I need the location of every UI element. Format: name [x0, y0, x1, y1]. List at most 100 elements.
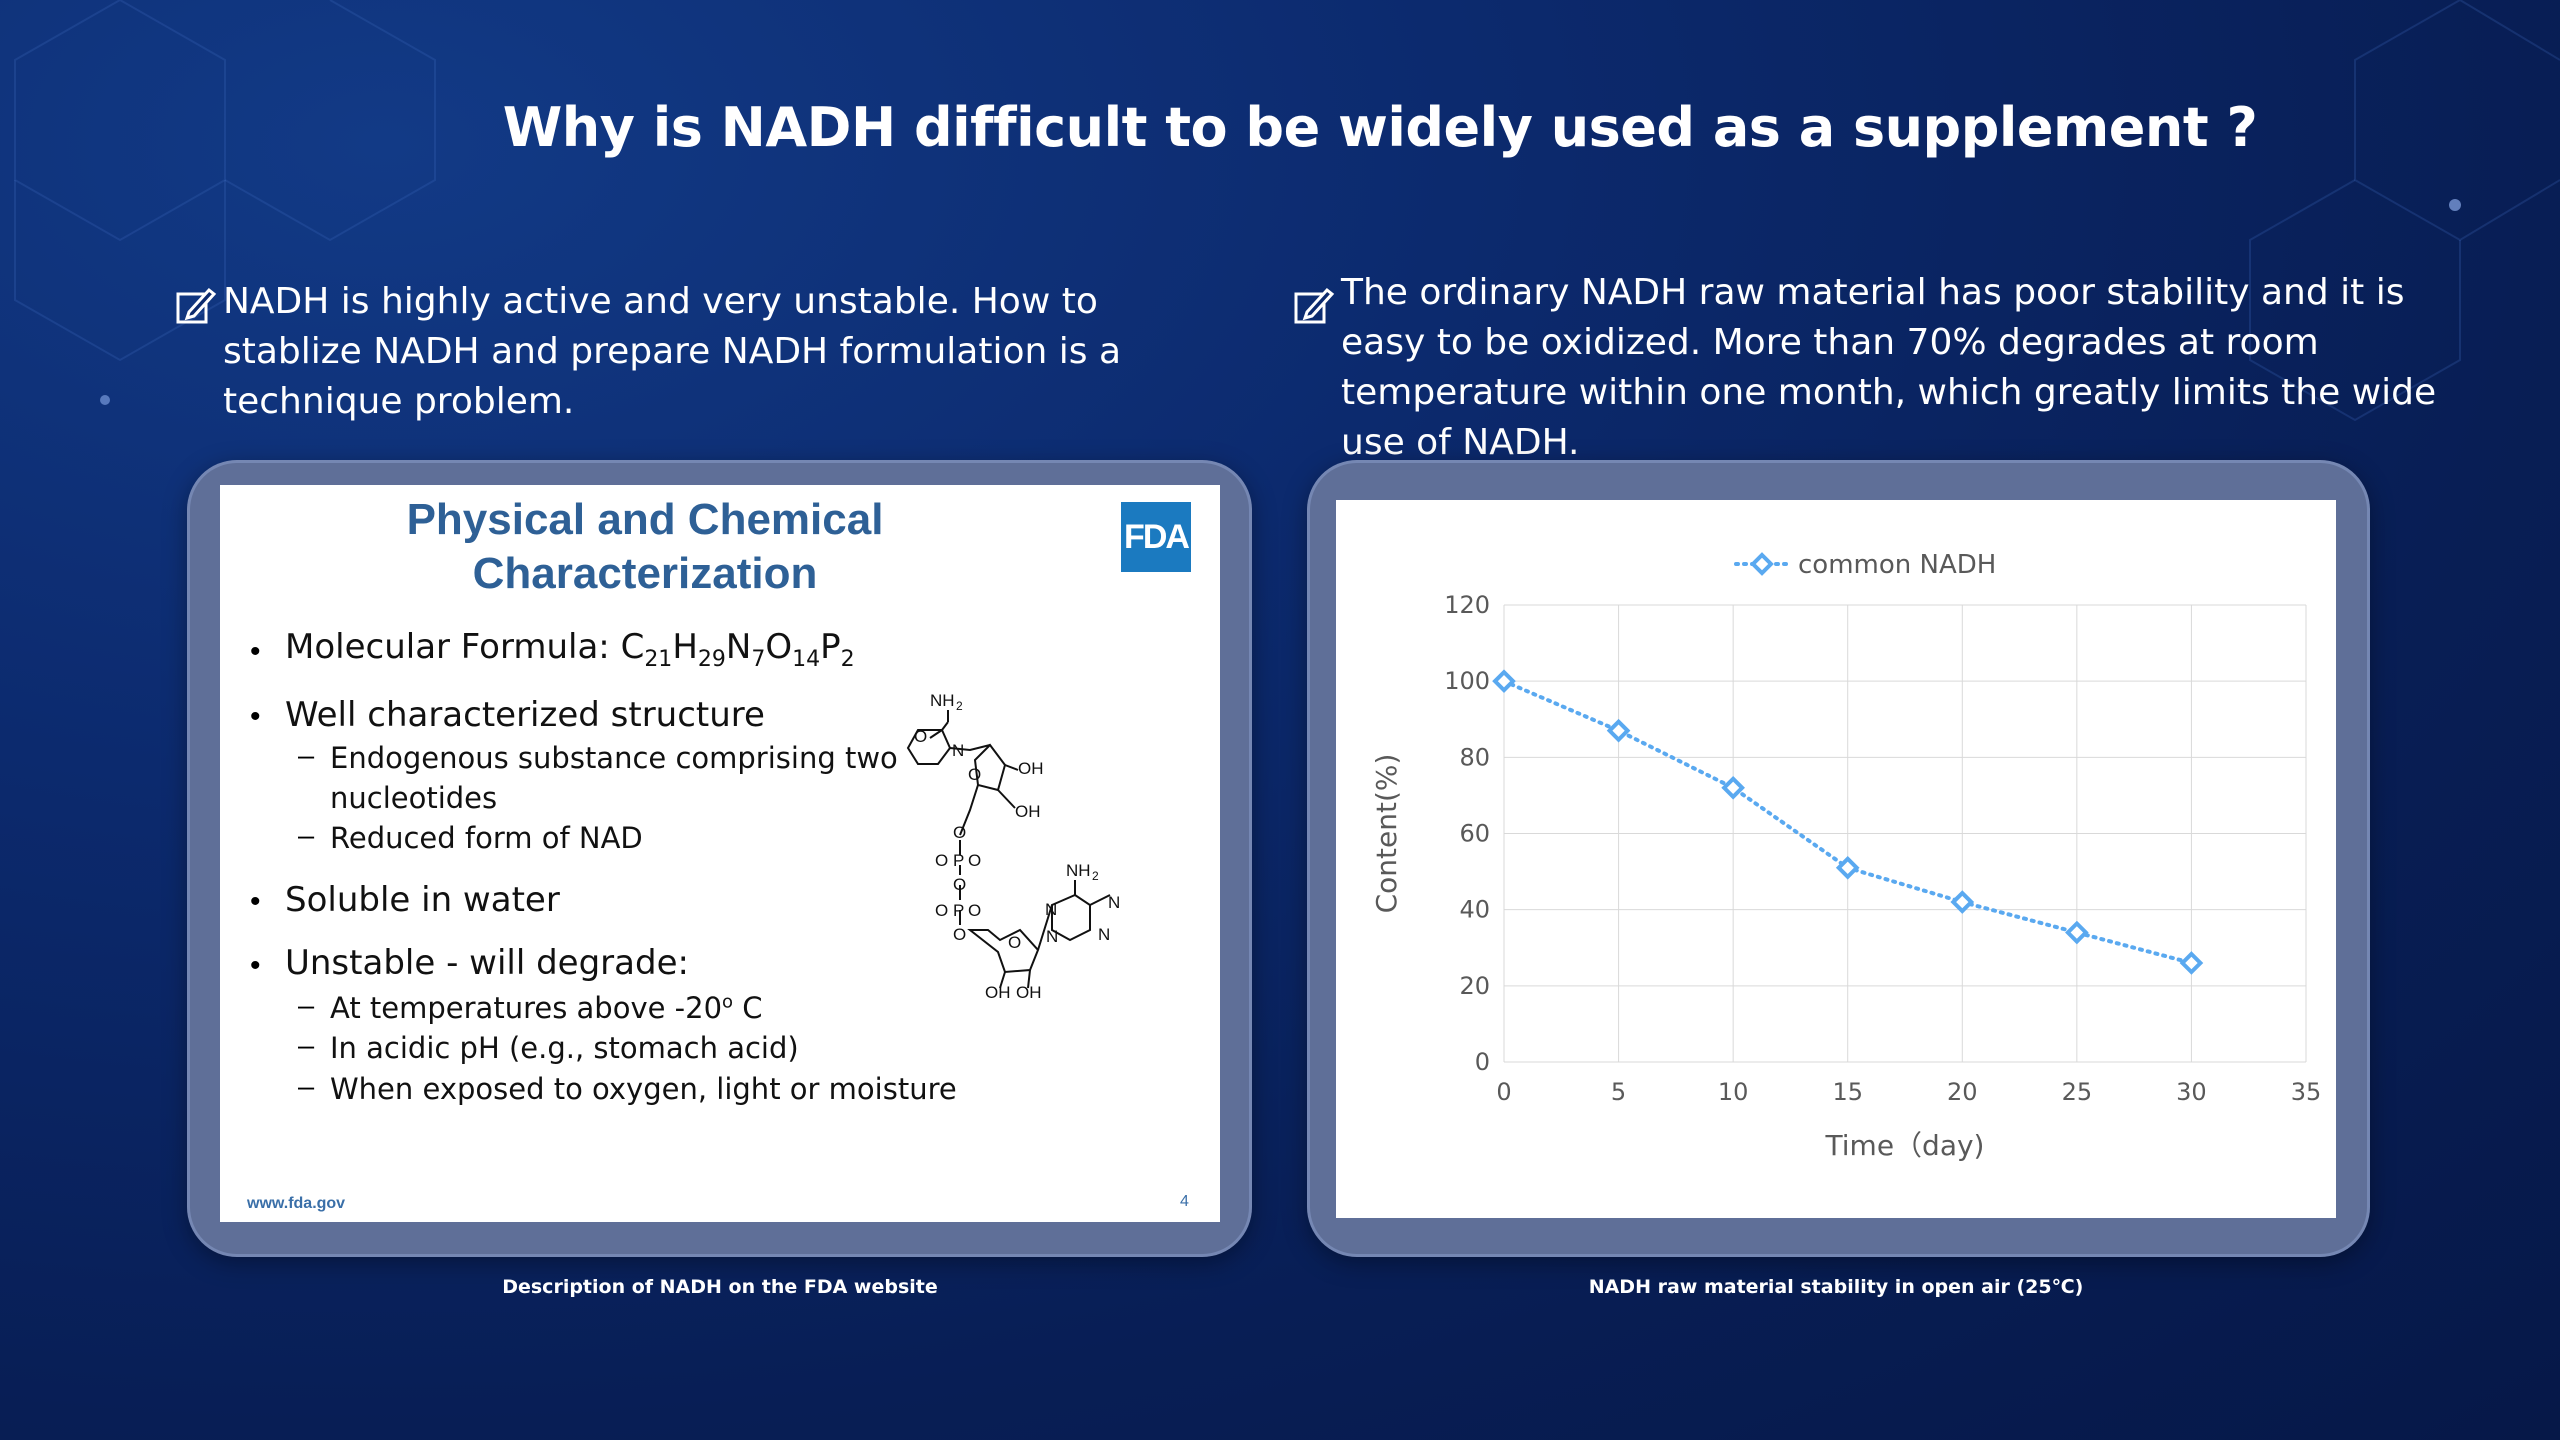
- y-tick-label: 80: [1459, 743, 1490, 771]
- n-label: N: [1098, 925, 1110, 944]
- y-tick-label: 20: [1459, 972, 1490, 1000]
- n-label: N: [1108, 893, 1120, 912]
- x-tick-label: 20: [1947, 1078, 1978, 1106]
- o-label: O: [968, 765, 981, 784]
- o-label: O: [953, 925, 966, 944]
- fda-slide-image: Physical and Chemical Characterization F…: [220, 485, 1220, 1222]
- nh2-subscript: 2: [1092, 869, 1099, 883]
- formula-p-count: 2: [840, 646, 855, 672]
- bullet-left-text: NADH is highly active and very unstable.…: [223, 281, 1122, 422]
- bullet-dot: •: [250, 700, 261, 733]
- x-tick-label: 30: [2176, 1078, 2207, 1106]
- data-point: [2179, 951, 2204, 975]
- data-point: [1492, 669, 1516, 693]
- y-tick-label: 100: [1444, 667, 1490, 695]
- o-label: O: [953, 823, 966, 842]
- legend-marker: [1750, 552, 1774, 576]
- o-label: O: [968, 851, 981, 870]
- o-label: O: [914, 727, 927, 746]
- formula-c-count: 21: [644, 646, 673, 672]
- o-label: O: [1008, 933, 1021, 952]
- o-label: O: [935, 851, 948, 870]
- soluble-item: Soluble in water: [285, 880, 560, 920]
- degree-sup: o: [722, 991, 734, 1013]
- y-tick-label: 40: [1459, 896, 1490, 924]
- oh-label: OH: [1015, 802, 1041, 821]
- p-label: P: [953, 901, 964, 920]
- formula-h-count: 29: [697, 646, 726, 672]
- y-axis-label: Content(%): [1370, 754, 1403, 914]
- bullet-dot: •: [250, 949, 261, 982]
- data-point: [1721, 775, 1745, 800]
- fda-website-footer: www.fda.gov: [247, 1195, 346, 1212]
- nh2-subscript: 2: [956, 699, 963, 713]
- unstable-item: Unstable - will degrade:: [285, 943, 689, 983]
- formula-c: C: [620, 627, 645, 667]
- formula-h: H: [672, 627, 698, 667]
- edit-checkbox-icon: [1294, 287, 1335, 324]
- molecular-formula: Molecular Formula: C21H29N7O14P2: [285, 627, 855, 672]
- page-title: Why is NADH difficult to be widely used …: [502, 96, 2258, 159]
- x-tick-label: 0: [1496, 1078, 1511, 1106]
- y-tick-label: 60: [1459, 820, 1490, 848]
- x-tick-label: 25: [2062, 1078, 2093, 1106]
- temperature-unit: C: [733, 991, 763, 1025]
- y-tick-label: 0: [1475, 1048, 1490, 1076]
- oh-label: OH: [1016, 983, 1042, 1000]
- n-label: N: [952, 741, 964, 760]
- dash: –: [298, 740, 315, 772]
- formula-o-count: 14: [792, 646, 821, 672]
- oh-label: OH: [985, 983, 1011, 1000]
- data-point: [1950, 890, 1975, 914]
- formula-o: O: [765, 627, 793, 667]
- fda-logo: FDA: [1121, 502, 1191, 572]
- formula-p: P: [820, 627, 841, 667]
- y-tick-label: 120: [1444, 591, 1490, 619]
- dash: –: [298, 820, 315, 852]
- data-point: [1606, 718, 1631, 743]
- formula-label: Molecular Formula:: [285, 627, 621, 667]
- temperature-line: At temperatures above -20o C: [330, 991, 763, 1025]
- oh-label: OH: [1018, 759, 1044, 778]
- caption-right: NADH raw material stability in open air …: [1588, 1276, 2084, 1298]
- legend-label: common NADH: [1798, 550, 1996, 580]
- edit-checkbox-icon: [176, 287, 217, 324]
- nh2-label: NH: [930, 691, 955, 710]
- x-axis-label: Time（day): [1825, 1129, 1985, 1162]
- formula-n-count: 7: [751, 646, 766, 672]
- structure-item: Well characterized structure: [285, 695, 765, 735]
- oxygen-line: When exposed to oxygen, light or moistur…: [330, 1072, 957, 1106]
- endogenous-line2: nucleotides: [330, 781, 498, 815]
- endogenous-line1: Endogenous substance comprising two: [330, 741, 898, 775]
- data-point: [2065, 920, 2089, 945]
- fda-slide-title-line1: Physical and Chemical: [406, 495, 884, 544]
- x-tick-label: 15: [1832, 1078, 1863, 1106]
- p-label: P: [953, 851, 964, 870]
- dash: –: [298, 1030, 315, 1062]
- fda-slide-title-line2: Characterization: [472, 549, 818, 598]
- bullet-right-text: The ordinary NADH raw material has poor …: [1341, 272, 2437, 463]
- stability-chart-svg: 0 20 40 60 80 100 120 0 5 10 15 20 25 30 35 common NADH…: [1370, 550, 2322, 1162]
- bullet-dot: •: [250, 635, 261, 668]
- temperature-text: At temperatures above -20: [330, 991, 723, 1025]
- data-point: [1835, 855, 1860, 880]
- bullet-dot: •: [250, 885, 261, 918]
- acidic-line: In acidic pH (e.g., stomach acid): [330, 1031, 799, 1065]
- dash: –: [298, 1071, 315, 1103]
- n-label: N: [1045, 900, 1057, 919]
- dash: –: [298, 990, 315, 1022]
- fda-slide-title: Physical and Chemical Characterization: [310, 493, 980, 601]
- formula-n: N: [725, 627, 752, 667]
- o-label: O: [953, 875, 966, 894]
- o-label: O: [935, 901, 948, 920]
- nh2-label: NH: [1066, 861, 1091, 880]
- caption-left: Description of NADH on the FDA website: [502, 1276, 938, 1298]
- reduced-form: Reduced form of NAD: [330, 821, 643, 855]
- x-tick-label: 35: [2291, 1078, 2322, 1106]
- stability-chart: 0 20 40 60 80 100 120 0 5 10 15 20 25 30 35 common NADH…: [1336, 500, 2336, 1218]
- fda-slide-page-number: 4: [1180, 1193, 1189, 1210]
- o-label: O: [968, 901, 981, 920]
- x-tick-label: 5: [1611, 1078, 1626, 1106]
- nadh-structure-diagram: NH 2 O N OH OH O O O P O O O P O O O OH …: [906, 691, 1120, 1000]
